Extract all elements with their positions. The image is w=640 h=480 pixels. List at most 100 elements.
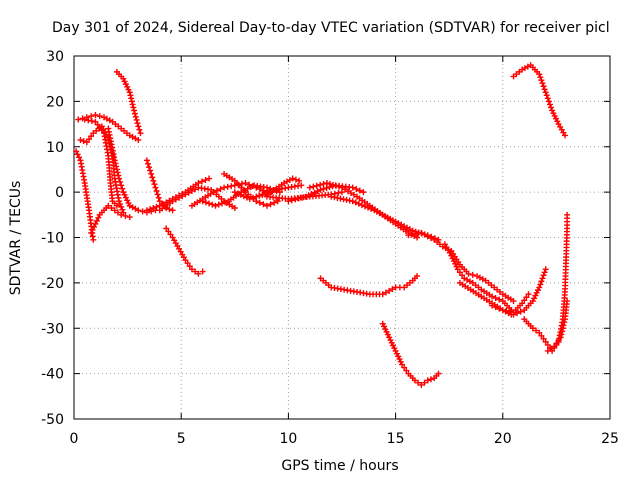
data-marker-run xyxy=(121,127,130,137)
data-point xyxy=(231,205,238,212)
data-point xyxy=(519,300,526,307)
data-point xyxy=(424,377,431,384)
y-tick-label: -50 xyxy=(41,412,64,428)
data-marker-run xyxy=(533,327,540,334)
data-point xyxy=(75,116,82,123)
data-point xyxy=(465,270,472,277)
data-marker-run xyxy=(149,174,158,188)
data-point xyxy=(536,329,543,336)
data-marker-run xyxy=(449,255,460,270)
series-track-05 xyxy=(88,202,133,236)
data-marker-run xyxy=(544,341,553,351)
data-point xyxy=(73,148,80,155)
data-point xyxy=(499,307,506,314)
data-point xyxy=(529,325,536,332)
data-marker-run xyxy=(288,194,306,204)
x-tick-label: 10 xyxy=(279,431,297,447)
data-marker-run xyxy=(531,287,541,302)
data-point xyxy=(83,139,90,146)
data-point xyxy=(510,311,517,318)
data-point xyxy=(285,198,292,205)
data-point xyxy=(131,107,138,114)
data-marker-run xyxy=(166,206,173,213)
x-tick-label: 15 xyxy=(387,431,405,447)
data-point xyxy=(379,291,386,298)
data-marker-run xyxy=(442,245,452,253)
data-marker-run xyxy=(464,276,473,285)
data-marker-run xyxy=(114,209,121,216)
data-point xyxy=(542,266,549,273)
data-point xyxy=(182,257,189,264)
data-point xyxy=(169,198,176,205)
data-point xyxy=(306,184,313,191)
data-point xyxy=(231,189,238,196)
y-tick-label: 10 xyxy=(46,140,64,156)
data-marker-run xyxy=(537,269,548,288)
data-marker-run xyxy=(450,250,462,266)
data-marker-run xyxy=(331,189,342,197)
data-marker-run xyxy=(521,294,530,304)
data-marker-run xyxy=(353,186,363,194)
data-marker-run xyxy=(501,300,513,311)
data-marker-run xyxy=(421,379,428,386)
data-marker-run xyxy=(139,208,146,215)
y-tick-label: -40 xyxy=(41,367,64,383)
data-marker-run xyxy=(564,215,571,229)
data-point xyxy=(392,347,399,354)
data-point xyxy=(549,107,556,114)
data-marker-run xyxy=(235,180,245,188)
data-marker-run xyxy=(82,183,92,211)
data-point xyxy=(418,381,425,388)
data-marker-run xyxy=(557,123,567,136)
data-marker-run xyxy=(523,300,534,311)
data-point xyxy=(253,193,260,200)
data-marker-run xyxy=(98,205,110,216)
data-point xyxy=(414,234,421,241)
data-point xyxy=(163,225,170,232)
data-point xyxy=(182,191,189,198)
data-point xyxy=(246,195,253,202)
data-point xyxy=(564,298,571,305)
y-tick-label: -30 xyxy=(41,321,64,337)
data-marker-run xyxy=(481,295,493,305)
data-marker-run xyxy=(288,182,302,191)
data-marker-run xyxy=(382,286,396,296)
data-point xyxy=(360,189,367,196)
data-marker-run xyxy=(121,191,132,207)
data-marker-run xyxy=(513,68,523,78)
data-marker-run xyxy=(103,115,113,124)
series-track-03 xyxy=(81,116,120,209)
data-point xyxy=(542,338,549,345)
data-marker-run xyxy=(537,74,548,93)
data-marker-run xyxy=(492,304,503,312)
data-point xyxy=(379,320,386,327)
data-marker-run xyxy=(331,194,353,204)
series-track-23 xyxy=(379,320,442,388)
data-marker-run xyxy=(401,364,410,374)
data-point xyxy=(557,334,564,341)
data-marker-run xyxy=(198,185,211,193)
data-marker-run xyxy=(100,126,110,138)
data-point xyxy=(113,202,120,209)
data-point xyxy=(137,130,144,137)
data-point xyxy=(195,270,202,277)
data-point xyxy=(148,170,155,177)
data-marker-run xyxy=(112,178,122,201)
data-point xyxy=(143,157,150,164)
data-marker-run xyxy=(373,208,396,224)
data-marker-run xyxy=(192,268,199,275)
data-marker-run xyxy=(331,284,344,293)
data-marker-run xyxy=(553,337,562,347)
data-marker-run xyxy=(89,214,102,233)
data-point xyxy=(105,202,112,209)
data-marker-run xyxy=(213,186,224,194)
data-point xyxy=(386,334,393,341)
data-point xyxy=(298,182,305,189)
data-marker-run xyxy=(117,201,126,213)
y-axis: -50 -40 -30 -20 -10 0 10 20 30 xyxy=(41,49,610,428)
data-marker-run xyxy=(74,151,83,161)
data-marker-run xyxy=(357,289,370,297)
data-point xyxy=(92,111,99,118)
data-marker-run xyxy=(112,121,122,130)
